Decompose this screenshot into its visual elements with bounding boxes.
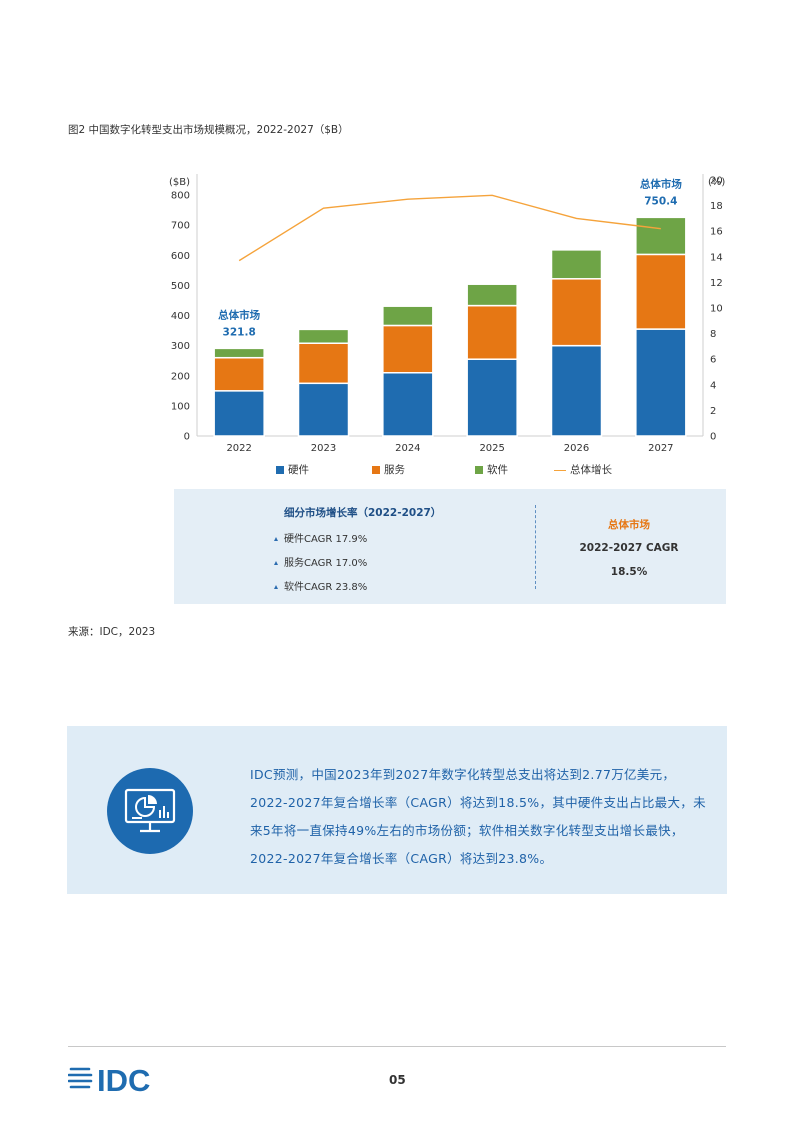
x-tick-label: 2025 [479,443,504,454]
legend-hardware: 硬件 [276,462,309,477]
bar-segment [213,390,265,437]
x-tick-label: 2022 [226,443,251,454]
y-right-tick-label: 10 [710,304,723,315]
y-left-tick-label: 500 [171,281,190,292]
bar-segment [550,249,603,280]
dashed-divider [535,505,536,589]
annotation-value: 321.8 [223,326,256,338]
y-left-tick-label: 600 [171,251,190,262]
bar-segment [635,328,687,437]
y-left-unit-label: ($B) [169,177,190,188]
info-line-2: 2022-2027年复合增长率（CAGR）将达到18.5%，其中硬件支出占比最大… [250,795,706,810]
source-note: 来源：IDC，2023 [68,626,156,638]
total-cagr-period: 2022-2027 CAGR [579,542,679,554]
x-tick-label: 2024 [395,443,420,454]
figure-caption: 图2 中国数字化转型支出市场规模概况，2022-2027（$B） [68,124,349,136]
legend-growth: 总体增长 [554,462,612,477]
bar-segment [297,328,350,344]
cagr-panel: 细分市场增长率（2022-2027） 硬件CAGR 17.9% 服务CAGR 1… [174,489,726,604]
idc-logo: IDC [67,1060,168,1102]
cagr-item-hardware-text: 硬件CAGR 17.9% [284,534,368,545]
annotation-label: 总体市场 [218,308,260,321]
y-left-tick-label: 100 [171,401,190,412]
y-right-tick-label: 14 [710,252,723,263]
page-number: 05 [389,1073,406,1087]
legend-line-growth [554,469,566,471]
y-right-tick-label: 8 [710,329,716,340]
annotation-value: 750.4 [644,195,677,207]
cagr-item-services: 服务CAGR 17.0% [274,554,367,569]
x-tick-label: 2027 [648,443,673,454]
bar-segment [382,372,434,437]
bullet-triangle-icon [274,585,278,589]
bar-segment [466,304,518,360]
idc-logo-text: IDC [97,1063,150,1098]
cagr-item-software-text: 软件CAGR 23.8% [284,582,368,593]
total-market-label: 总体市场 [608,519,650,531]
bar-segment [213,347,265,359]
bar-segment [213,356,265,392]
footer-divider [68,1046,726,1047]
monitor-pie-chart-icon [107,768,193,854]
bar-segment [635,216,687,256]
total-cagr-value: 18.5% [610,566,648,578]
y-right-tick-label: 20 [710,176,723,187]
legend-label-services: 服务 [384,464,405,476]
y-right-tick-label: 0 [710,432,716,443]
y-right-tick-label: 6 [710,355,716,366]
info-line-3: 来5年将一直保持49%左右的市场份额；软件相关数字化转型支出增长最快， [250,823,684,838]
y-right-tick-label: 4 [710,380,716,391]
bar-segment [466,358,518,437]
y-left-tick-label: 700 [171,221,190,232]
bar-segment [466,283,518,307]
x-tick-label: 2026 [564,443,589,454]
y-left-tick-label: 800 [171,191,190,202]
stacked-bar-chart: ($B) (%) 0 100 200 300 400 500 600 700 800 0 2 4 6 8 10 1… [169,174,725,454]
annotation-label: 总体市场 [640,177,682,190]
bar-segment [635,253,687,330]
bullet-triangle-icon [274,537,278,541]
bar-segment [382,305,434,327]
info-callout: IDC预测，中国2023年到2027年数字化转型总支出将达到2.77万亿美元， … [67,726,727,894]
y-right-tick-label: 12 [710,278,723,289]
bar-segment [550,344,603,437]
bar-segment [297,382,350,437]
bar-segment [550,278,603,347]
legend-swatch-hardware [276,466,284,474]
y-right-unit-label: (%) [708,177,725,188]
y-left-tick-label: 300 [171,341,190,352]
y-right-tick-label: 16 [710,227,723,238]
legend-software: 软件 [475,462,508,477]
y-left-tick-label: 0 [184,432,190,443]
x-tick-label: 2023 [311,443,336,454]
y-left-tick-label: 400 [171,311,190,322]
info-line-1: IDC预测，中国2023年到2027年数字化转型总支出将达到2.77万亿美元， [250,767,676,782]
legend-label-software: 软件 [487,464,508,476]
bullet-triangle-icon [274,561,278,565]
bar-segment [297,342,350,385]
y-right-tick-label: 2 [710,406,716,417]
cagr-item-hardware: 硬件CAGR 17.9% [274,530,367,545]
cagr-title: 细分市场增长率（2022-2027） [284,507,442,519]
legend-swatch-services [372,466,380,474]
legend-label-growth: 总体增长 [570,464,612,476]
cagr-item-software: 软件CAGR 23.8% [274,578,367,593]
legend-services: 服务 [372,462,405,477]
y-left-tick-label: 200 [171,371,190,382]
growth-line [238,194,661,262]
legend-label-hardware: 硬件 [288,464,309,476]
bar-segment [382,324,434,374]
y-right-tick-label: 18 [710,201,723,212]
legend-swatch-software [475,466,483,474]
info-line-4: 2022-2027年复合增长率（CAGR）将达到23.8%。 [250,851,553,866]
cagr-item-services-text: 服务CAGR 17.0% [284,558,368,569]
